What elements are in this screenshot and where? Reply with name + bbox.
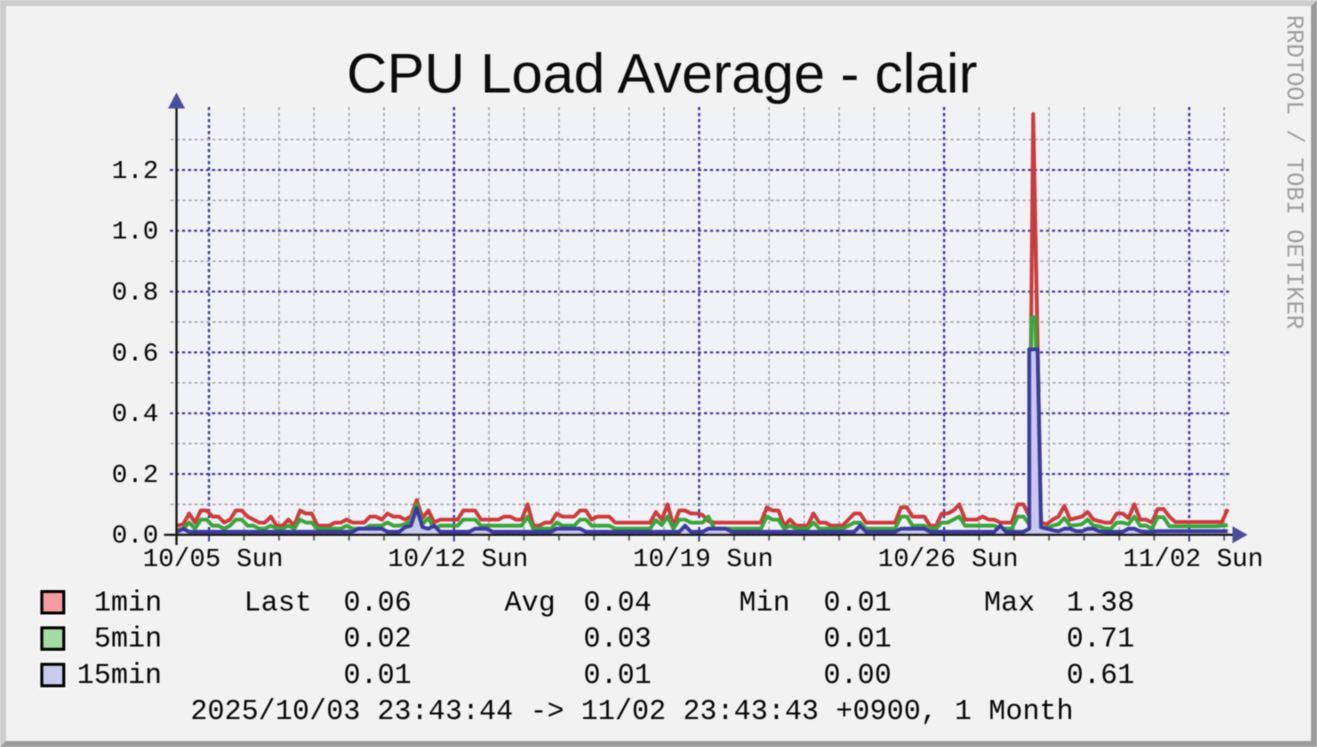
- svg-text:Min: Min: [739, 588, 790, 620]
- svg-text:11/02 Sun: 11/02 Sun: [1123, 544, 1263, 574]
- svg-text:0.01: 0.01: [824, 588, 892, 620]
- svg-text:0.03: 0.03: [584, 624, 652, 656]
- svg-text:0.06: 0.06: [344, 588, 412, 620]
- svg-text:10/26 Sun: 10/26 Sun: [878, 544, 1018, 574]
- svg-text:0.01: 0.01: [344, 660, 412, 692]
- svg-text:10/05 Sun: 10/05 Sun: [143, 544, 283, 574]
- svg-text:CPU Load Average - clair: CPU Load Average - clair: [347, 42, 978, 105]
- svg-text:0.61: 0.61: [1067, 660, 1135, 692]
- svg-text:5min: 5min: [94, 624, 162, 656]
- svg-text:0.02: 0.02: [344, 624, 412, 656]
- svg-text:0.2: 0.2: [112, 460, 159, 490]
- svg-text:1.0: 1.0: [112, 217, 159, 247]
- svg-text:0.71: 0.71: [1067, 624, 1135, 656]
- svg-text:1min: 1min: [94, 588, 162, 620]
- svg-text:Avg: Avg: [505, 588, 556, 620]
- svg-text:0.4: 0.4: [112, 399, 159, 429]
- svg-text:0.6: 0.6: [112, 338, 159, 368]
- svg-text:Max: Max: [984, 588, 1035, 620]
- svg-text:1.2: 1.2: [112, 156, 159, 186]
- svg-text:RRDTOOL / TOBI OETIKER: RRDTOOL / TOBI OETIKER: [1280, 15, 1307, 329]
- svg-text:0.01: 0.01: [824, 624, 892, 656]
- svg-text:2025/10/03 23:43:44 -> 11/02 2: 2025/10/03 23:43:44 -> 11/02 23:43:43 +0…: [191, 696, 1074, 728]
- svg-text:0.01: 0.01: [584, 660, 652, 692]
- svg-text:1.38: 1.38: [1067, 588, 1135, 620]
- svg-text:15min: 15min: [77, 660, 162, 692]
- svg-text:0.00: 0.00: [824, 660, 892, 692]
- svg-text:0.04: 0.04: [584, 588, 652, 620]
- svg-text:0.8: 0.8: [112, 278, 159, 308]
- svg-text:10/12 Sun: 10/12 Sun: [388, 544, 528, 574]
- svg-text:0.0: 0.0: [112, 521, 159, 551]
- svg-text:Last: Last: [244, 588, 312, 620]
- svg-text:10/19 Sun: 10/19 Sun: [633, 544, 773, 574]
